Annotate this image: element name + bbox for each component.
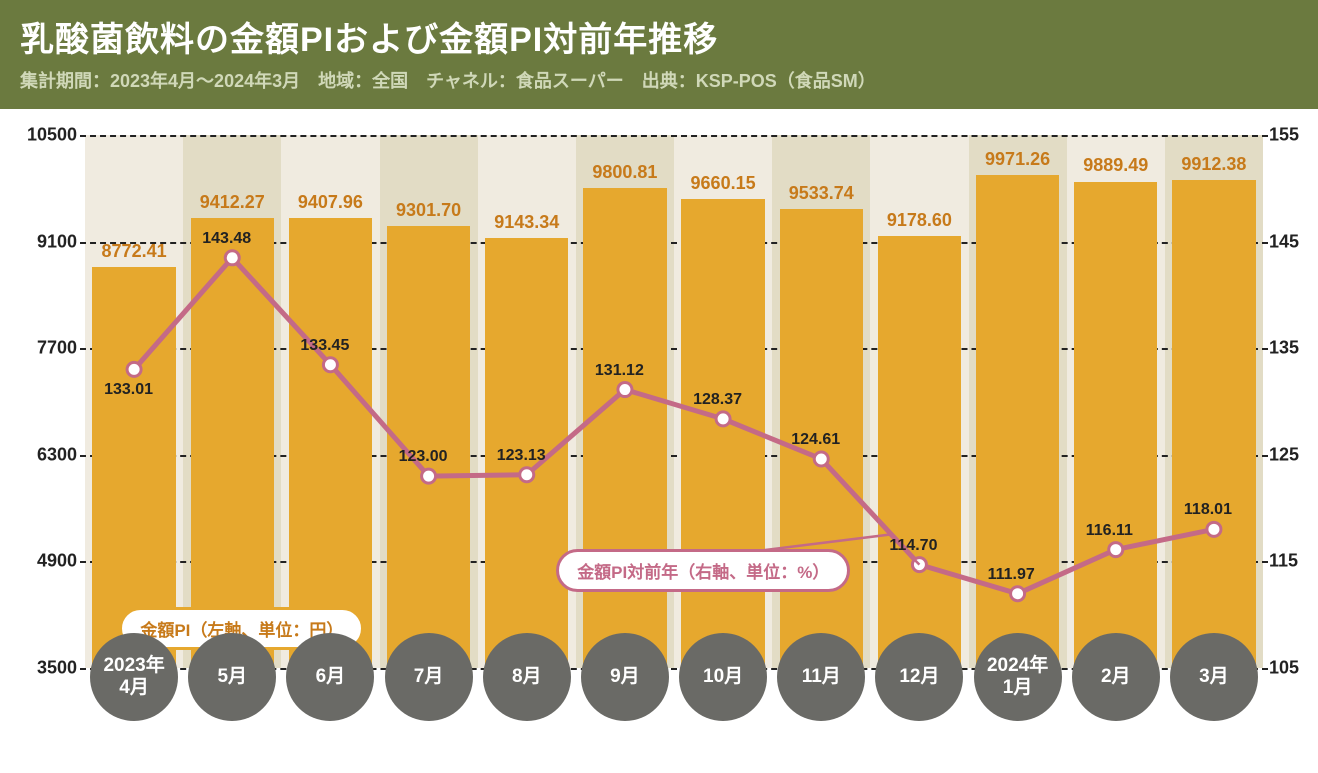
y-axis-right-tick: 145 xyxy=(1269,231,1311,252)
line-value-label: 116.11 xyxy=(1086,522,1133,540)
bar-value-label: 9912.38 xyxy=(1165,154,1263,175)
chart-header: 乳酸菌飲料の金額PIおよび金額PI対前年推移 集計期間：2023年4月～2024… xyxy=(0,0,1318,109)
y-axis-right-tick: 135 xyxy=(1269,338,1311,359)
line-value-label: 111.97 xyxy=(988,566,1035,584)
y-axis-right-tick: 115 xyxy=(1269,551,1311,572)
bar-value-label: 9533.74 xyxy=(772,183,870,204)
x-axis-category: 10月 xyxy=(679,633,767,721)
bar xyxy=(878,236,961,668)
y-axis-left-tick: 3500 xyxy=(17,658,77,679)
y-axis-left-tick: 6300 xyxy=(17,444,77,465)
bar-value-label: 9407.96 xyxy=(281,192,379,213)
bar-value-label: 9889.49 xyxy=(1067,155,1165,176)
legend-line: 金額PI対前年（右軸、単位：%） xyxy=(556,549,850,592)
bar-value-label: 8772.41 xyxy=(85,241,183,262)
line-value-label: 114.70 xyxy=(889,537,937,555)
y-axis-right-tick: 125 xyxy=(1269,444,1311,465)
y-axis-right-tick: 105 xyxy=(1269,658,1311,679)
line-value-label: 143.48 xyxy=(202,230,251,248)
line-value-label: 128.37 xyxy=(693,391,742,409)
bar-value-label: 9971.26 xyxy=(969,149,1067,170)
y-axis-left-tick: 9100 xyxy=(17,231,77,252)
x-axis-category: 2023年4月 xyxy=(90,633,178,721)
line-value-label: 123.00 xyxy=(399,448,448,466)
chart-subtitle: 集計期間：2023年4月～2024年3月 地域：全国 チャネル：食品スーパー 出… xyxy=(20,67,1298,93)
line-value-label: 124.61 xyxy=(791,431,840,449)
bar xyxy=(1074,182,1157,669)
bar xyxy=(583,188,666,668)
bar-value-label: 9301.70 xyxy=(380,200,478,221)
x-axis-category: 5月 xyxy=(188,633,276,721)
bar-value-label: 9412.27 xyxy=(183,192,281,213)
bar xyxy=(289,218,372,668)
bar xyxy=(191,218,274,668)
bar xyxy=(681,199,764,668)
y-axis-left-tick: 4900 xyxy=(17,551,77,572)
line-value-label: 131.12 xyxy=(595,362,644,380)
x-axis-category: 2024年1月 xyxy=(974,633,1062,721)
y-axis-right-tick: 155 xyxy=(1269,125,1311,146)
chart-title: 乳酸菌飲料の金額PIおよび金額PI対前年推移 xyxy=(20,12,1298,61)
bar-value-label: 9660.15 xyxy=(674,173,772,194)
plot-area: 3500490063007700910010500105115125135145… xyxy=(85,135,1263,668)
x-axis-category: 11月 xyxy=(777,633,865,721)
gridline xyxy=(80,135,1268,137)
x-axis-category: 6月 xyxy=(286,633,374,721)
y-axis-left-tick: 10500 xyxy=(17,125,77,146)
line-value-label: 123.13 xyxy=(497,447,546,465)
chart-container: 乳酸菌飲料の金額PIおよび金額PI対前年推移 集計期間：2023年4月～2024… xyxy=(0,0,1318,773)
bar xyxy=(976,175,1059,668)
bar-value-label: 9800.81 xyxy=(576,162,674,183)
y-axis-left-tick: 7700 xyxy=(17,338,77,359)
line-value-label: 133.45 xyxy=(300,337,349,355)
x-axis-category: 3月 xyxy=(1170,633,1258,721)
x-axis-category: 9月 xyxy=(581,633,669,721)
line-value-label: 133.01 xyxy=(104,381,153,399)
x-axis-category: 8月 xyxy=(483,633,571,721)
line-value-label: 118.01 xyxy=(1184,501,1232,519)
x-axis-category: 7月 xyxy=(385,633,473,721)
bar xyxy=(1172,180,1255,668)
x-axis-category: 12月 xyxy=(875,633,963,721)
x-axis-category: 2月 xyxy=(1072,633,1160,721)
bar-value-label: 9143.34 xyxy=(478,212,576,233)
bar-value-label: 9178.60 xyxy=(870,210,968,231)
